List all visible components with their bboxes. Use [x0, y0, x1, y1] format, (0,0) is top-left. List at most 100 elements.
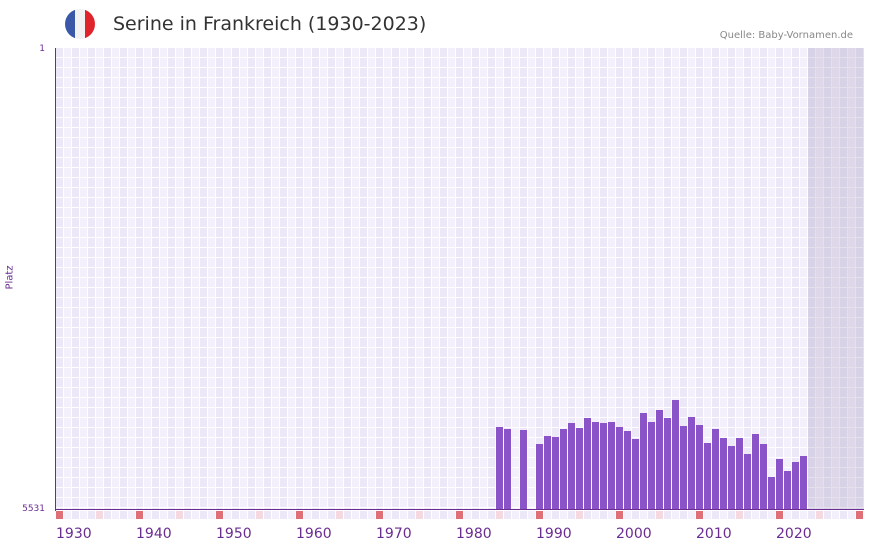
- year-marker: [320, 511, 327, 519]
- bar-1993[interactable]: [560, 429, 567, 509]
- bar-2011[interactable]: [704, 443, 711, 509]
- year-marker: [704, 511, 711, 519]
- half-decade-marker: [96, 511, 103, 519]
- bar-2013[interactable]: [720, 437, 727, 509]
- year-marker: [824, 511, 831, 519]
- bar-1988[interactable]: [520, 430, 527, 509]
- x-tick-label: 1970: [376, 526, 412, 542]
- bar-2018[interactable]: [760, 444, 767, 509]
- decade-marker: [136, 511, 143, 519]
- bar-2001[interactable]: [624, 431, 631, 509]
- year-marker: [72, 511, 79, 519]
- x-tick-label: 1960: [296, 526, 332, 542]
- year-marker: [128, 511, 135, 519]
- bar-1985[interactable]: [496, 427, 503, 509]
- year-marker: [488, 511, 495, 519]
- bar-2002[interactable]: [632, 439, 639, 509]
- year-marker: [248, 511, 255, 519]
- year-marker: [88, 511, 95, 519]
- half-decade-marker: [416, 511, 423, 519]
- year-marker: [792, 511, 799, 519]
- bar-2008[interactable]: [680, 426, 687, 509]
- bar-2012[interactable]: [712, 429, 719, 509]
- decade-marker: [216, 511, 223, 519]
- bar-2006[interactable]: [664, 417, 671, 509]
- year-marker: [512, 511, 519, 519]
- year-marker: [80, 511, 87, 519]
- year-marker: [288, 511, 295, 519]
- bar-2022[interactable]: [792, 462, 799, 509]
- x-tick-label: 1940: [136, 526, 172, 542]
- bar-2021[interactable]: [784, 470, 791, 509]
- bar-1991[interactable]: [544, 435, 551, 509]
- decade-marker: [456, 511, 463, 519]
- bar-1992[interactable]: [552, 436, 559, 509]
- bar-2016[interactable]: [744, 453, 751, 509]
- bar-1995[interactable]: [576, 428, 583, 509]
- year-marker: [592, 511, 599, 519]
- year-marker: [784, 511, 791, 519]
- half-decade-marker: [336, 511, 343, 519]
- bar-2010[interactable]: [696, 425, 703, 509]
- bar-1994[interactable]: [568, 423, 575, 509]
- bar-2017[interactable]: [752, 434, 759, 509]
- bar-1996[interactable]: [584, 417, 591, 509]
- x-tick-label: 1990: [536, 526, 572, 542]
- bar-1997[interactable]: [592, 422, 599, 509]
- bar-2014[interactable]: [728, 446, 735, 509]
- year-marker: [720, 511, 727, 519]
- year-marker: [544, 511, 551, 519]
- year-marker: [688, 511, 695, 519]
- year-marker: [752, 511, 759, 519]
- year-marker: [840, 511, 847, 519]
- bar-2004[interactable]: [648, 422, 655, 509]
- year-marker: [808, 511, 815, 519]
- bar-2007[interactable]: [672, 399, 679, 509]
- bar-1999[interactable]: [608, 422, 615, 509]
- half-decade-marker: [496, 511, 503, 519]
- bar-2019[interactable]: [768, 477, 775, 509]
- year-marker: [648, 511, 655, 519]
- year-marker: [560, 511, 567, 519]
- year-marker: [344, 511, 351, 519]
- year-marker: [168, 511, 175, 519]
- decade-marker: [56, 511, 63, 519]
- year-marker: [440, 511, 447, 519]
- year-marker: [184, 511, 191, 519]
- year-marker: [240, 511, 247, 519]
- bar-2009[interactable]: [688, 416, 695, 509]
- year-marker: [368, 511, 375, 519]
- bar-2020[interactable]: [776, 459, 783, 509]
- year-marker: [640, 511, 647, 519]
- y-axis-line: [55, 48, 56, 511]
- x-axis-line: [55, 509, 864, 510]
- bar-1990[interactable]: [536, 444, 543, 509]
- year-marker: [712, 511, 719, 519]
- bar-2000[interactable]: [616, 427, 623, 509]
- y-axis-title: Platz: [5, 265, 16, 289]
- bar-1986[interactable]: [504, 429, 511, 509]
- year-marker: [728, 511, 735, 519]
- year-marker: [392, 511, 399, 519]
- year-marker: [192, 511, 199, 519]
- bar-1998[interactable]: [600, 423, 607, 509]
- year-marker: [352, 511, 359, 519]
- year-marker: [608, 511, 615, 519]
- bar-2005[interactable]: [656, 410, 663, 509]
- year-marker: [504, 511, 511, 519]
- x-tick-label: 1950: [216, 526, 252, 542]
- bar-2023[interactable]: [800, 455, 807, 509]
- half-decade-marker: [176, 511, 183, 519]
- year-marker: [280, 511, 287, 519]
- decade-marker: [776, 511, 783, 519]
- year-marker: [552, 511, 559, 519]
- half-decade-marker: [736, 511, 743, 519]
- year-marker: [744, 511, 751, 519]
- bar-2003[interactable]: [640, 413, 647, 509]
- year-marker: [152, 511, 159, 519]
- year-marker: [480, 511, 487, 519]
- year-marker: [624, 511, 631, 519]
- bar-2015[interactable]: [736, 437, 743, 509]
- year-marker: [680, 511, 687, 519]
- year-marker: [400, 511, 407, 519]
